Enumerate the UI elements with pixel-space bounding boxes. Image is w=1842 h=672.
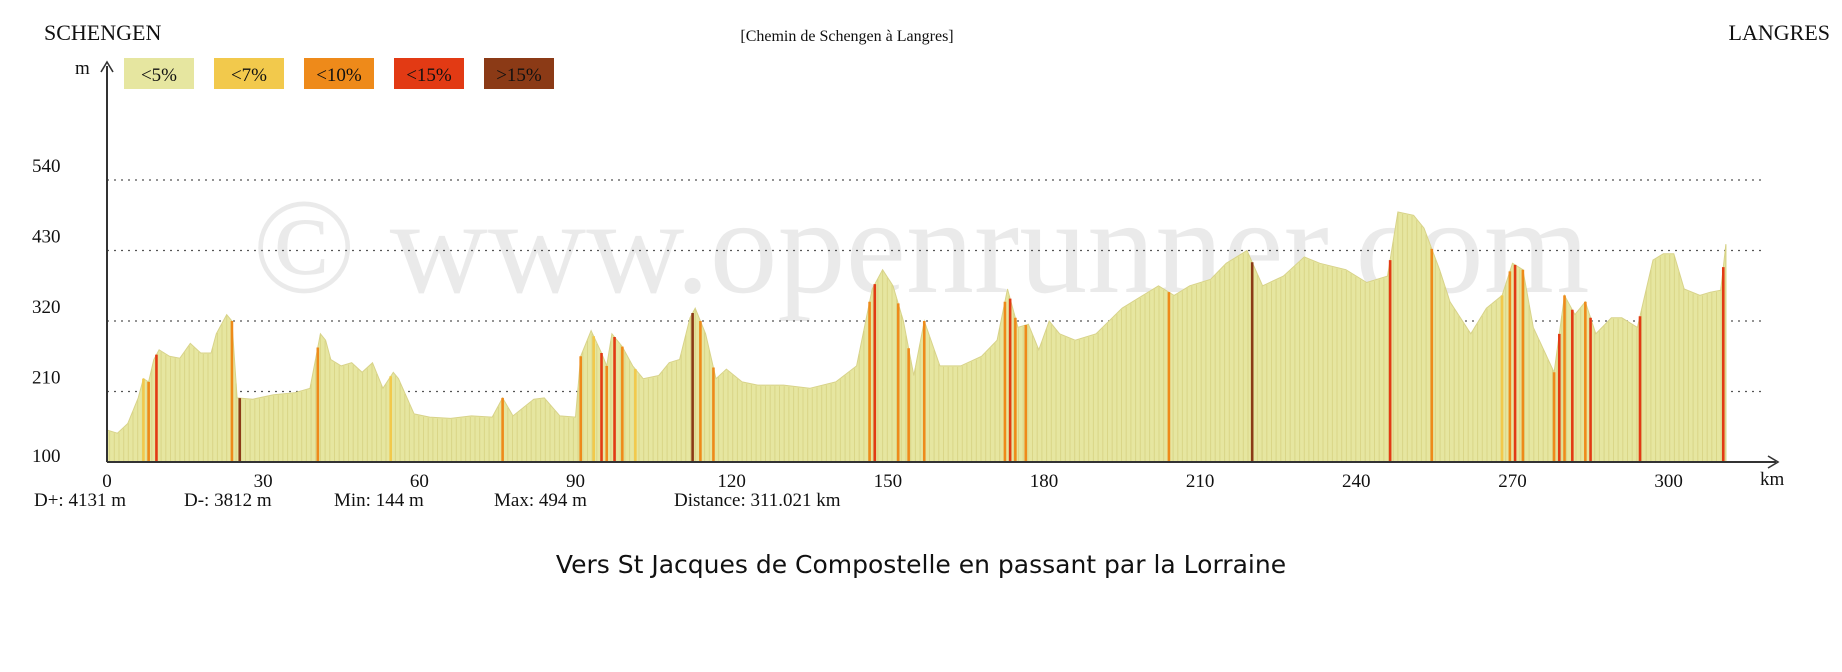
x-tick-label: 180: [1030, 471, 1059, 492]
route-title: [Chemin de Schengen à Langres]: [740, 28, 953, 45]
x-tick-label: 270: [1498, 471, 1527, 492]
legend-swatch: [394, 58, 464, 89]
min-altitude: Min: 144 m: [334, 490, 424, 511]
elevation-profile-chart: SCHENGEN [Chemin de Schengen à Langres] …: [32, 20, 1830, 511]
y-axis-arrow-icon: [100, 60, 114, 73]
legend-label: <7%: [231, 65, 267, 86]
x-tick-label: 150: [874, 471, 903, 492]
start-location-label: SCHENGEN: [44, 20, 161, 45]
x-tick-label: 300: [1654, 471, 1683, 492]
legend-item: >15%: [484, 58, 554, 89]
legend-item: <10%: [304, 58, 374, 89]
elevation-loss: D-: 3812 m: [184, 490, 272, 511]
y-tick-label: 430: [32, 227, 61, 248]
legend-swatch: [304, 58, 374, 89]
x-axis-unit: km: [1760, 469, 1785, 490]
legend-label: <15%: [406, 65, 452, 86]
steep-segments: [142, 248, 1725, 462]
y-tick-label: 540: [32, 156, 61, 177]
x-tick-label: 0: [102, 471, 112, 492]
y-tick-label: 100: [32, 446, 61, 467]
route-statistics: D+: 4131 m D-: 3812 m Min: 144 m Max: 49…: [34, 490, 841, 511]
x-tick-label: 240: [1342, 471, 1371, 492]
x-tick-label: 30: [254, 471, 273, 492]
legend-swatch: [124, 58, 194, 89]
end-location-label: LANGRES: [1729, 20, 1830, 45]
axes: [100, 60, 1780, 469]
x-axis-arrow-icon: [1767, 455, 1780, 469]
legend-item: <5%: [124, 58, 194, 89]
legend-item: <15%: [394, 58, 464, 89]
y-axis-unit: m: [75, 58, 90, 79]
total-distance: Distance: 311.021 km: [674, 490, 841, 511]
legend-swatch: [214, 58, 284, 89]
elevation-gain: D+: 4131 m: [34, 490, 126, 511]
legend-label: >15%: [496, 65, 542, 86]
x-tick-label: 120: [717, 471, 746, 492]
x-tick-label: 90: [566, 471, 585, 492]
y-tick-label: 210: [32, 368, 61, 389]
y-axis-ticks: 100 210 320 430 540: [32, 156, 61, 467]
elevation-area: [106, 211, 1727, 463]
legend-label: <10%: [316, 65, 362, 86]
x-tick-label: 210: [1186, 471, 1215, 492]
max-altitude: Max: 494 m: [494, 490, 587, 511]
x-axis-ticks: 0 30 60 90 120 150 180 210 240 270 300: [102, 471, 1683, 492]
legend-swatch: [484, 58, 554, 89]
y-tick-label: 320: [32, 297, 61, 318]
legend-label: <5%: [141, 65, 177, 86]
x-tick-label: 60: [410, 471, 429, 492]
page-caption: Vers St Jacques de Compostelle en passan…: [555, 550, 1287, 579]
slope-legend: <5% <7% <10% <15% >15%: [124, 58, 554, 89]
legend-item: <7%: [214, 58, 284, 89]
elevation-area-fill: [106, 211, 1727, 463]
